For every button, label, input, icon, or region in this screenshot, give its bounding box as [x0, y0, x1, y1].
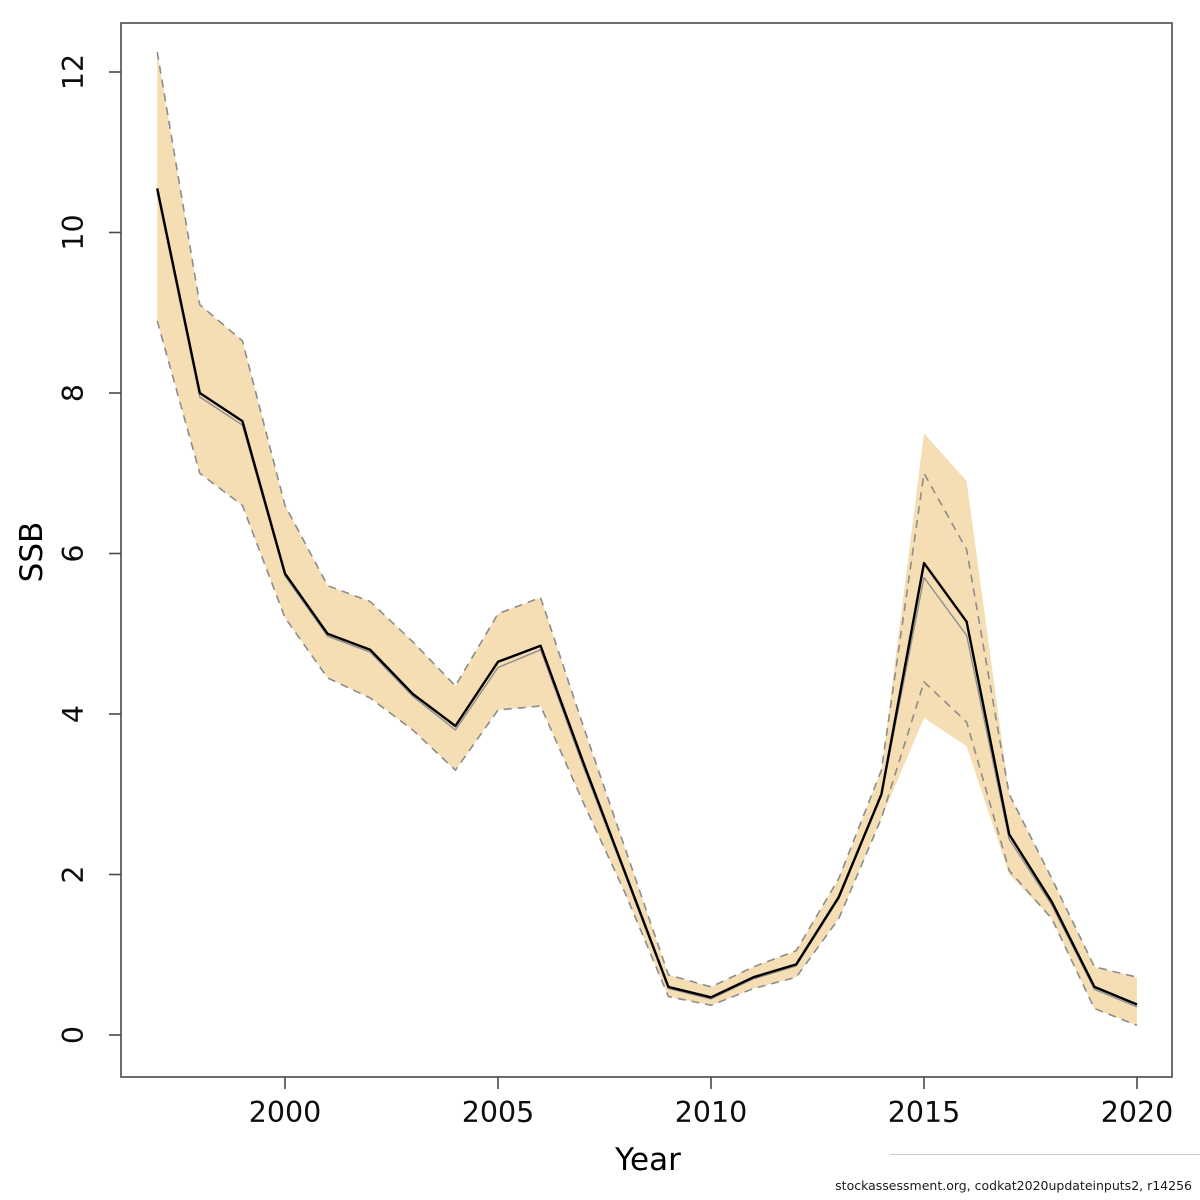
- y-tick-label: 6: [57, 544, 90, 562]
- confidence-lower-dashed: [156, 320, 1138, 1027]
- y-axis-title: SSB: [14, 521, 50, 583]
- x-tick-label: 2015: [888, 1096, 961, 1129]
- x-tick-label: 2000: [249, 1096, 322, 1129]
- x-tick-label: 2020: [1101, 1096, 1174, 1129]
- x-axis-title: Year: [615, 1142, 681, 1178]
- y-tick-label: 12: [57, 54, 90, 90]
- y-tick-label: 4: [57, 705, 90, 723]
- source-caption: stockassessment.org, codkat2020updateinp…: [835, 1178, 1192, 1193]
- y-tick-label: 0: [57, 1026, 90, 1044]
- caption-divider: [890, 1154, 1200, 1155]
- ssb-estimate-line: [156, 188, 1138, 1006]
- confidence-region: [157, 51, 1137, 1026]
- plot-box: [120, 22, 1173, 1078]
- x-tick-label: 2005: [462, 1096, 535, 1129]
- x-tick-label: 2010: [675, 1096, 748, 1129]
- confidence-upper-dashed: [156, 51, 1138, 988]
- y-tick-label: 10: [57, 214, 90, 250]
- y-tick-label: 2: [57, 865, 90, 883]
- y-tick-label: 8: [57, 384, 90, 402]
